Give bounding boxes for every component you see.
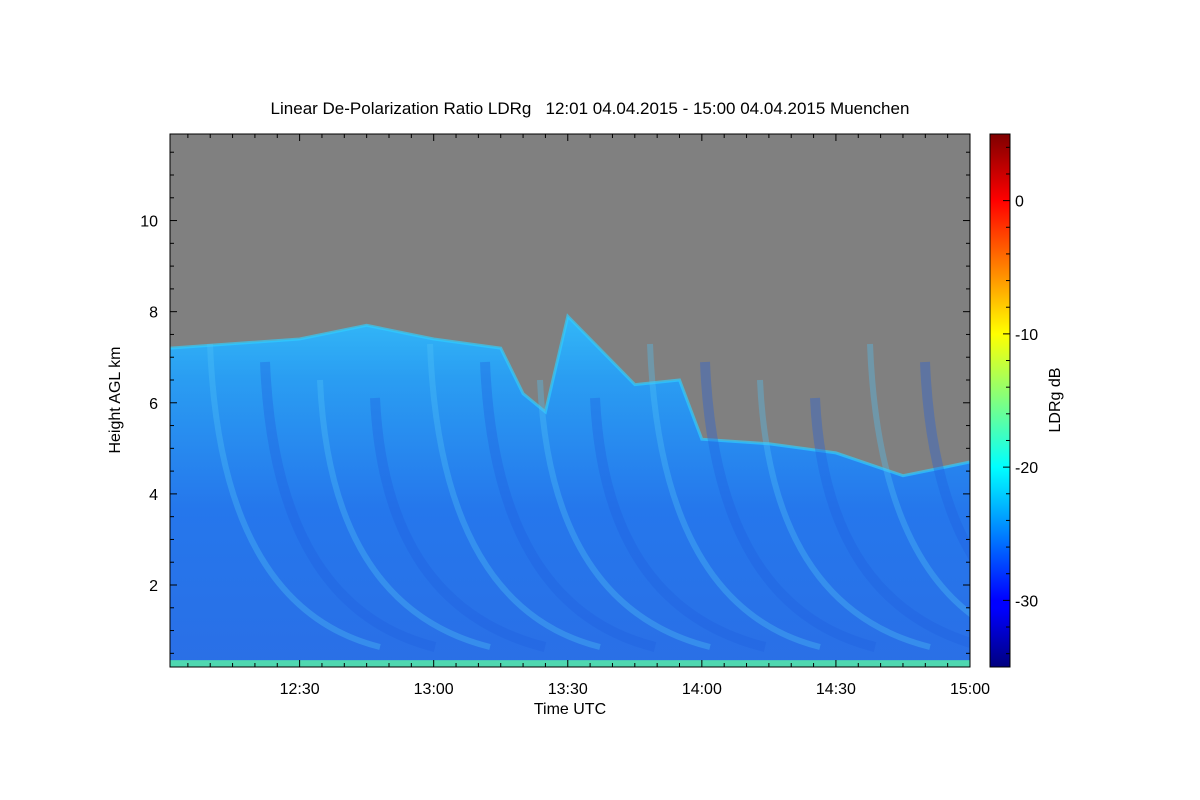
fall-streak [427, 343, 601, 650]
fall-streak [590, 397, 767, 652]
colorbar-gradient [989, 133, 1011, 668]
colorbar: 0 -10 -20 -30 [989, 133, 1038, 668]
colorbar-tick-label: -10 [1015, 327, 1038, 344]
colorbar-tick-label: -20 [1015, 460, 1038, 477]
ground-layer [170, 660, 970, 667]
fall-streak [370, 397, 547, 652]
chart-title: Linear De-Polarization Ratio LDRg 12:01 … [271, 99, 910, 118]
cloud-top-edge [170, 313, 970, 478]
y-axis-label: Height AGL km [107, 346, 124, 453]
fall-streak [260, 361, 437, 652]
colorbar-label: LDRg dB [1047, 368, 1064, 433]
colorbar-tick-label: -30 [1015, 593, 1038, 610]
y-tick-label: 10 [140, 214, 158, 231]
fall-streak [700, 361, 877, 652]
y-tick-label: 2 [149, 578, 158, 595]
colorbar-ticks: 0 -10 -20 -30 [1003, 146, 1038, 655]
fall-streak [647, 343, 821, 650]
cloud-region [170, 316, 970, 667]
fall-streak [537, 379, 711, 650]
x-axis: 12:30 13:00 13:30 14:00 14:30 15:00 [187, 134, 990, 698]
y-axis: 2 4 6 8 10 [140, 151, 970, 654]
fall-streak [207, 343, 381, 650]
fall-streak [920, 361, 970, 562]
fall-streak [810, 397, 970, 648]
x-tick-label: 14:00 [682, 681, 722, 698]
fall-streaks [207, 343, 970, 652]
fall-streak [480, 361, 657, 652]
fall-streak [317, 379, 491, 650]
fall-streak [867, 343, 970, 618]
y-tick-label: 8 [149, 305, 158, 322]
fall-streak [757, 379, 931, 650]
x-axis-label: Time UTC [534, 701, 606, 718]
plot-area [170, 134, 970, 667]
x-tick-label: 13:30 [548, 681, 588, 698]
x-tick-label: 13:00 [414, 681, 454, 698]
y-tick-label: 6 [149, 396, 158, 413]
x-tick-label: 12:30 [280, 681, 320, 698]
colorbar-tick-label: 0 [1015, 194, 1024, 211]
plot-frame [169, 133, 971, 668]
y-tick-label: 4 [149, 487, 158, 504]
x-tick-label: 15:00 [950, 681, 990, 698]
x-tick-label: 14:30 [816, 681, 856, 698]
